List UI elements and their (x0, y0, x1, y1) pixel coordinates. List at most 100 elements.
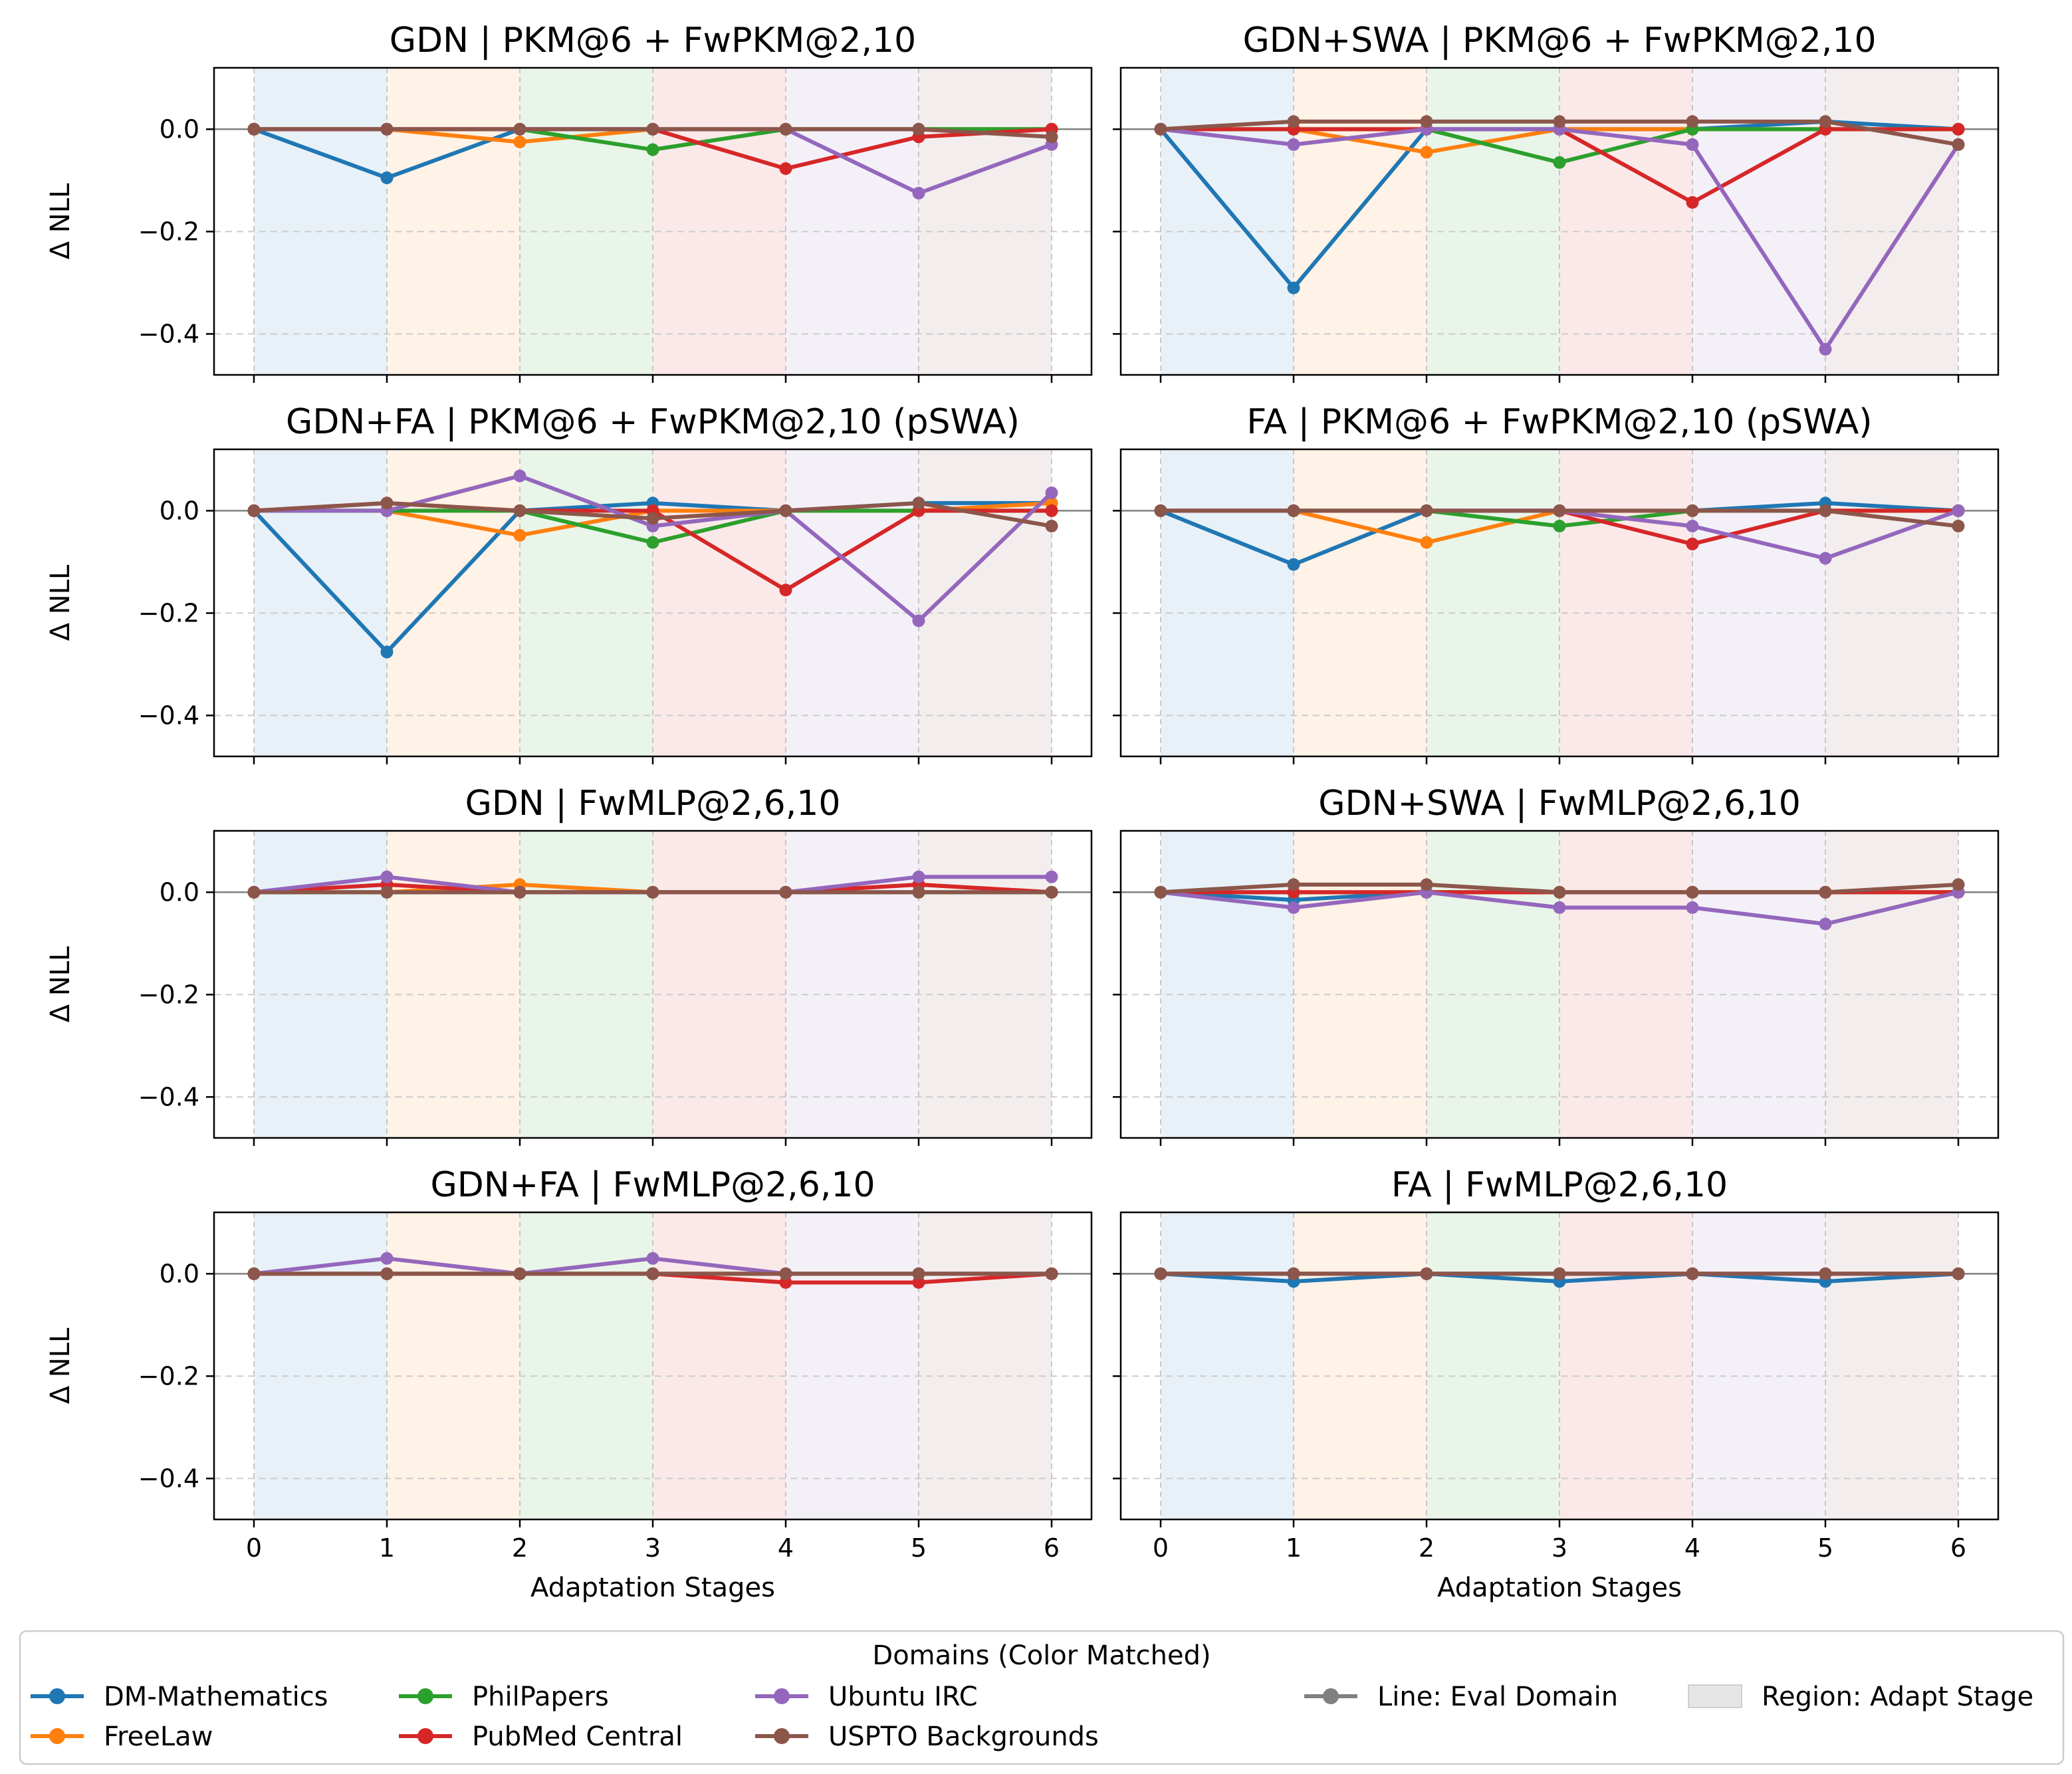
legend-label: Region: Adapt Stage (1762, 1682, 2033, 1712)
x-tick-label: 6 (1044, 1533, 1060, 1563)
legend-title: Domains (Color Matched) (872, 1640, 1210, 1671)
stage-region-4 (1559, 831, 1692, 1138)
legend-entry-dm-mathematics: DM-Mathematics (31, 1682, 328, 1712)
data-point (380, 122, 394, 136)
stage-region-6 (1825, 68, 1958, 375)
stage-region-4 (1559, 449, 1692, 756)
x-tick-label: 3 (645, 1533, 661, 1563)
data-point (1420, 146, 1433, 159)
legend-entry-pubmed-central: PubMed Central (399, 1721, 683, 1752)
data-point (1154, 122, 1167, 136)
stage-region-2 (387, 449, 520, 756)
data-point (912, 1267, 925, 1280)
legend: Domains (Color Matched) DM-Mathematics Fre… (19, 1630, 2065, 1765)
data-point (1553, 504, 1566, 517)
data-point (380, 171, 394, 185)
data-point (380, 497, 394, 510)
panel-8: 0 1 2 3 4 5 6 Adaptation Stages FA | FwMLP@2,6,1… (1113, 1165, 2000, 1603)
data-point (513, 528, 526, 542)
data-point (779, 1267, 792, 1280)
y-tick-label: −0.2 (138, 217, 199, 246)
y-tick-label: −0.2 (138, 980, 199, 1009)
data-point (1819, 885, 1832, 899)
data-point (1287, 558, 1300, 571)
x-axis-label: Adaptation Stages (1437, 1573, 1682, 1603)
legend-entry-freelaw: FreeLaw (31, 1721, 213, 1752)
data-point (1045, 870, 1058, 883)
data-point (247, 1267, 261, 1280)
legend-label: FreeLaw (104, 1721, 213, 1752)
legend-label: DM-Mathematics (104, 1682, 328, 1712)
data-point (646, 1267, 659, 1280)
series-group (247, 122, 1058, 200)
panel-3: 0.0 −0.2 −0.4 Δ NLL GDN+FA | PKM@6 + FwPKM@2… (45, 402, 1093, 764)
stage-region-6 (1825, 1212, 1958, 1519)
stage-region-4 (653, 68, 786, 375)
data-point (1952, 1267, 1965, 1280)
y-tick-label: 0.0 (160, 1259, 199, 1288)
data-point (1154, 504, 1167, 517)
data-point (1686, 196, 1699, 209)
stage-region-1 (1161, 831, 1294, 1138)
data-point (380, 870, 394, 883)
stage-region-1 (1161, 1212, 1294, 1519)
legend-swatch-marker (49, 1688, 65, 1704)
y-tick-label: −0.4 (138, 1464, 199, 1493)
data-point (1420, 1267, 1433, 1280)
legend-label: PubMed Central (472, 1721, 683, 1752)
data-point (1287, 138, 1300, 151)
data-point (646, 143, 659, 156)
data-point (1420, 504, 1433, 517)
data-point (1686, 885, 1699, 899)
stage-region-1 (254, 68, 387, 375)
y-axis-label: Δ NLL (45, 183, 76, 259)
data-point (1686, 1267, 1699, 1280)
data-point (1819, 115, 1832, 128)
data-point (1553, 520, 1566, 532)
data-point (1819, 504, 1832, 517)
series-group (1154, 497, 1965, 571)
data-point (1952, 520, 1965, 532)
panel-1: 0.0 −0.2 −0.4 Δ NLL GDN | PKM@6 + FwPKM@2,10 (45, 21, 1093, 383)
stage-region-3 (1427, 449, 1559, 756)
data-point (1686, 138, 1699, 151)
data-point (1553, 1267, 1566, 1280)
stage-region-2 (387, 1212, 520, 1519)
stage-region-6 (1825, 831, 1958, 1138)
legend-label: USPTO Backgrounds (828, 1721, 1099, 1752)
panel-6: GDN+SWA | FwMLP@2,6,10 (1113, 784, 2000, 1146)
data-point (513, 504, 526, 517)
data-point (1045, 520, 1058, 532)
stage-region-1 (254, 831, 387, 1138)
legend-label: PhilPapers (472, 1682, 609, 1712)
data-point (1045, 504, 1058, 517)
data-point (1819, 343, 1832, 356)
stage-region-3 (1427, 1212, 1559, 1519)
data-point (513, 122, 526, 136)
data-point (912, 885, 925, 899)
data-point (912, 1275, 925, 1289)
stage-region-1 (254, 1212, 387, 1519)
y-tick-label: 0.0 (160, 877, 199, 907)
data-point (247, 885, 261, 899)
x-tick-label: 0 (1153, 1533, 1169, 1563)
legend-entry-philpapers: PhilPapers (399, 1682, 609, 1712)
stage-region-6 (919, 449, 1052, 756)
legend-swatch-marker (417, 1688, 433, 1704)
stage-region-6 (1825, 449, 1958, 756)
data-point (1686, 901, 1699, 914)
legend-swatch-marker (417, 1728, 433, 1744)
series-group (1154, 115, 1965, 356)
data-point (1154, 1267, 1167, 1280)
data-point (513, 469, 526, 483)
data-point (1819, 552, 1832, 565)
y-tick-label: −0.2 (138, 1361, 199, 1390)
series-group (247, 1252, 1058, 1289)
stage-region-2 (1294, 68, 1427, 375)
series-group (247, 870, 1058, 899)
stage-region-4 (653, 449, 786, 756)
data-point (513, 885, 526, 899)
stage-region-3 (520, 831, 653, 1138)
series-group (1154, 878, 1965, 931)
